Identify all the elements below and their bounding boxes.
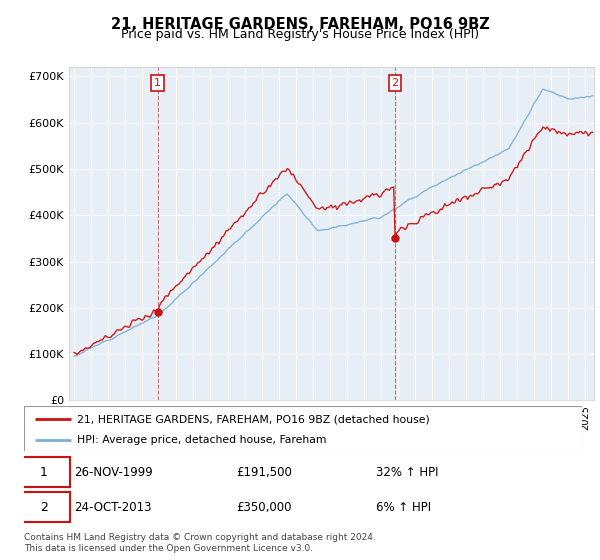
FancyBboxPatch shape xyxy=(19,492,70,522)
Text: 6% ↑ HPI: 6% ↑ HPI xyxy=(376,501,431,514)
Text: 2: 2 xyxy=(392,78,398,88)
Text: Price paid vs. HM Land Registry's House Price Index (HPI): Price paid vs. HM Land Registry's House … xyxy=(121,28,479,41)
Text: 32% ↑ HPI: 32% ↑ HPI xyxy=(376,466,438,479)
Text: £191,500: £191,500 xyxy=(236,466,292,479)
Text: 26-NOV-1999: 26-NOV-1999 xyxy=(74,466,153,479)
FancyBboxPatch shape xyxy=(24,406,582,451)
Text: 1: 1 xyxy=(154,78,161,88)
Text: Contains HM Land Registry data © Crown copyright and database right 2024.
This d: Contains HM Land Registry data © Crown c… xyxy=(24,533,376,553)
Text: HPI: Average price, detached house, Fareham: HPI: Average price, detached house, Fare… xyxy=(77,435,326,445)
Text: 21, HERITAGE GARDENS, FAREHAM, PO16 9BZ (detached house): 21, HERITAGE GARDENS, FAREHAM, PO16 9BZ … xyxy=(77,414,430,424)
Text: 21, HERITAGE GARDENS, FAREHAM, PO16 9BZ: 21, HERITAGE GARDENS, FAREHAM, PO16 9BZ xyxy=(110,17,490,32)
Text: 2: 2 xyxy=(40,501,48,514)
FancyBboxPatch shape xyxy=(19,457,70,487)
Text: 1: 1 xyxy=(40,466,48,479)
Text: £350,000: £350,000 xyxy=(236,501,292,514)
Text: 24-OCT-2013: 24-OCT-2013 xyxy=(74,501,152,514)
